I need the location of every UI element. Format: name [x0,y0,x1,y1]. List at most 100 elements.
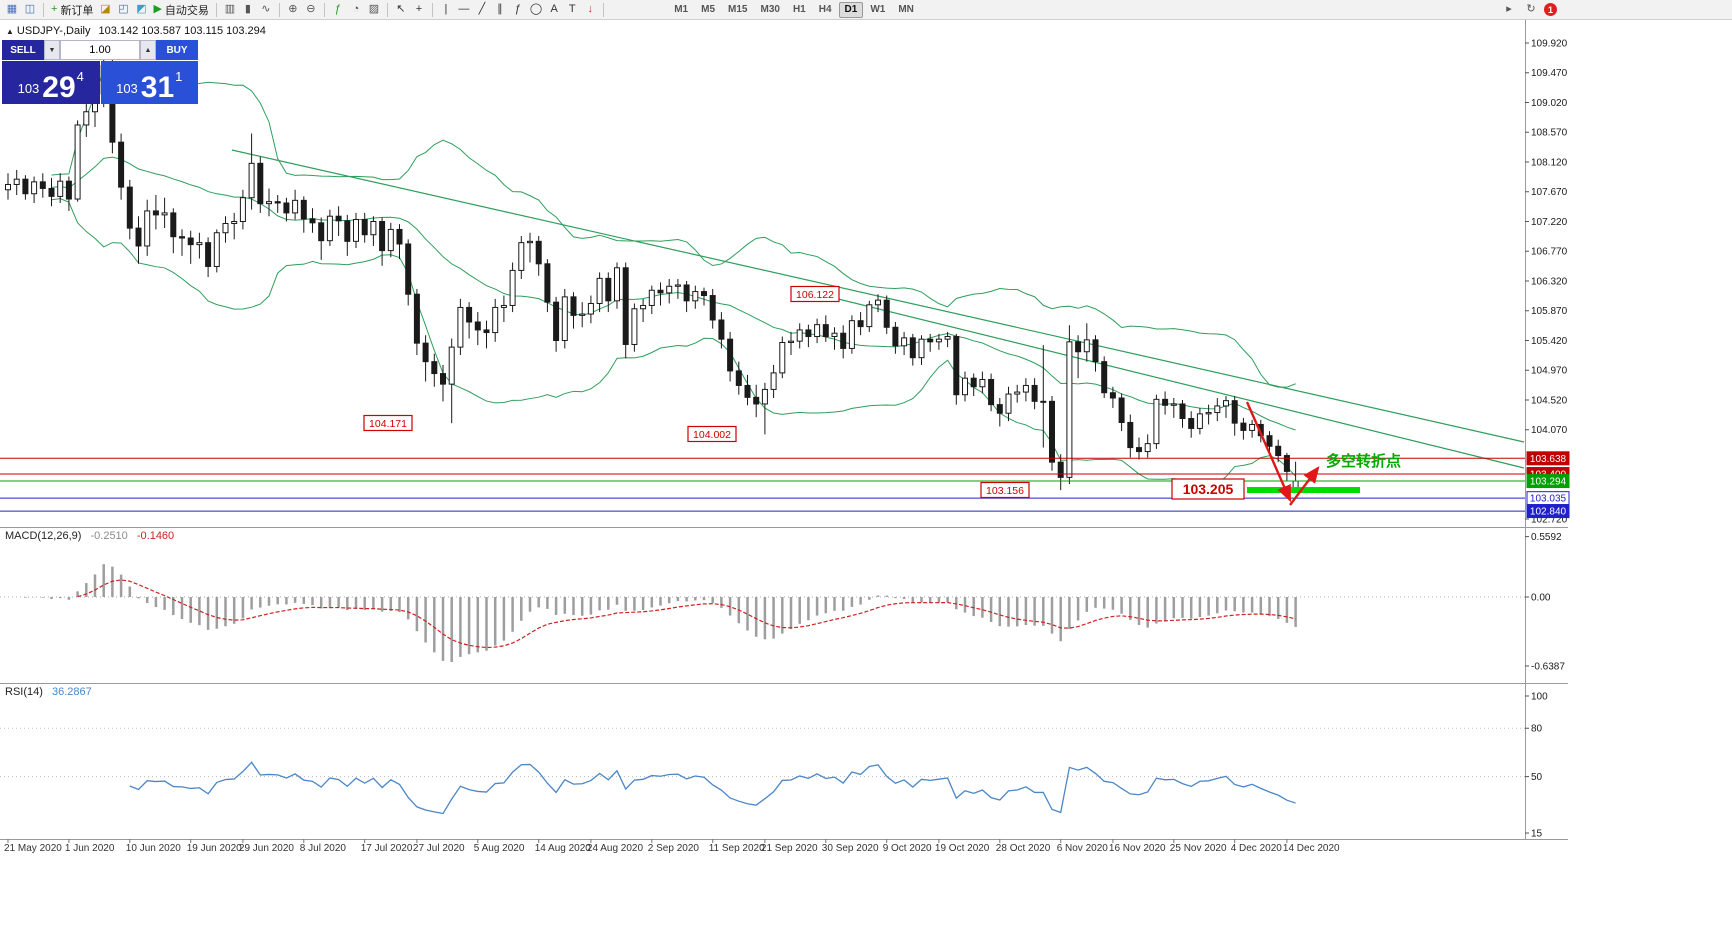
date-axis-label[interactable]: 4 Dec 2020 [1231,843,1283,854]
autotrading-button[interactable]: ▶ 自动交易 [150,1,211,18]
line-chart-icon[interactable]: ∿ [257,1,275,18]
candlestick [527,240,533,244]
toolbar-separator [278,2,280,17]
date-axis-label[interactable]: 28 Oct 2020 [996,843,1051,854]
trendline-icon: ╱ [478,3,486,15]
crosshair-icon[interactable]: + [410,1,428,18]
date-axis-label[interactable]: 14 Dec 2020 [1283,843,1340,854]
date-axis-label[interactable]: 1 Jun 2020 [65,843,115,854]
autotrading-button-label: 自动交易 [164,4,209,17]
channel-icon[interactable]: ∥ [491,1,509,18]
candlestick [57,180,64,197]
text-icon[interactable]: A [545,1,563,18]
price-label-box[interactable] [363,414,413,432]
zoom-in-icon[interactable]: ⊕ [284,1,302,18]
label-icon[interactable]: T [563,1,581,18]
candlestick [561,296,568,341]
candlestick-chart-icon[interactable]: ▮ [239,1,257,18]
timeframe-m1-button[interactable]: M1 [668,2,694,18]
date-axis-label[interactable]: 19 Oct 2020 [935,843,990,854]
sell-price-box[interactable]: 103 29 4 [2,61,100,104]
date-axis-label[interactable]: 21 May 2020 [4,843,62,854]
date-axis-label[interactable]: 19 Jun 2020 [187,843,242,854]
candlestick [74,124,81,200]
date-axis-label[interactable]: 25 Nov 2020 [1170,843,1227,854]
candlestick [1266,435,1273,447]
turning-point-note[interactable]: 多空转折点 [1326,452,1401,470]
volume-increase-button[interactable]: ▲ [140,40,156,60]
trendline-object[interactable] [817,293,1525,469]
scroll-to-end-icon[interactable]: ▸ [1500,1,1518,18]
buy-button[interactable]: BUY [156,40,198,60]
date-axis-label[interactable]: 6 Nov 2020 [1057,843,1109,854]
timeframe-mn-button[interactable]: MN [892,2,920,18]
auto-scroll-icon[interactable]: ↻ [1522,1,1540,18]
date-axis-label[interactable]: 30 Sep 2020 [822,843,879,854]
templates-icon[interactable]: ▨ [365,1,383,18]
toolbar-separator [215,2,217,17]
zoom-out-icon[interactable]: ⊖ [302,1,320,18]
scroll-to-end-icon: ▸ [1506,3,1512,15]
fibonacci-icon[interactable]: ƒ [509,1,527,18]
chart-window-icon[interactable]: ▦ [3,1,21,18]
navigator-icon[interactable]: ◩ [132,1,150,18]
tile-windows-icon[interactable]: ◫ [21,1,39,18]
vertical-line-icon[interactable]: | [437,1,455,18]
candlestick [31,181,38,195]
notification-badge[interactable]: 1 [1544,3,1557,16]
timeframe-h4-button[interactable]: H4 [813,2,838,18]
candlestick [1283,455,1290,472]
timeframe-m5-button[interactable]: M5 [695,2,721,18]
date-axis-label[interactable]: 2 Sep 2020 [648,843,700,854]
date-axis-label[interactable]: 11 Sep 2020 [709,843,765,854]
indicators-icon[interactable]: ƒ [329,1,347,18]
candlestick [701,291,707,297]
one-click-trading-panel: SELL ▼ ▲ BUY 103 29 4 103 31 1 [2,40,198,104]
date-axis-label[interactable]: 16 Nov 2020 [1109,843,1166,854]
date-axis-label[interactable]: 21 Sep 2020 [761,843,818,854]
data-window-icon[interactable]: ◰ [114,1,132,18]
timeframe-m15-button[interactable]: M15 [722,2,753,18]
shapes-icon[interactable]: ◯ [527,1,545,18]
date-axis[interactable]: 21 May 2020 1 Jun 2020 10 Jun 2020 19 Jun 2… [4,839,1340,854]
date-axis-label[interactable]: 10 Jun 2020 [126,843,181,854]
buy-price-pip: 1 [175,69,183,84]
new-order-button[interactable]: + 新订单 [48,1,96,18]
trendline-icon[interactable]: ╱ [473,1,491,18]
buy-price-box[interactable]: 103 31 1 [100,61,198,104]
market-watch-icon[interactable]: ◪ [96,1,114,18]
price-label-box[interactable] [687,425,737,443]
volume-input[interactable] [60,40,140,60]
price-label-box[interactable] [1171,478,1245,500]
candlestick [509,269,516,306]
candlestick [170,212,177,238]
date-axis-label[interactable]: 8 Jul 2020 [300,843,347,854]
price-label-box[interactable] [790,285,840,303]
periods-icon[interactable]: ◔ [347,1,365,18]
bar-chart-icon[interactable]: ▥ [221,1,239,18]
timeframe-m30-button[interactable]: M30 [754,2,785,18]
arrows-icon[interactable]: ↓ [581,1,599,18]
arrow-object[interactable] [1245,401,1292,503]
date-axis-label[interactable]: 24 Aug 2020 [587,843,644,854]
candlestick [39,181,46,189]
volume-decrease-button[interactable]: ▼ [44,40,60,60]
sell-button[interactable]: SELL [2,40,44,60]
arrow-object[interactable] [1289,466,1320,506]
date-axis-label[interactable]: 29 Jun 2020 [239,843,294,854]
candlestick [875,299,881,306]
date-axis-label[interactable]: 17 Jul 2020 [361,843,413,854]
candlestick [674,284,681,287]
timeframe-h1-button[interactable]: H1 [787,2,812,18]
cursor-icon[interactable]: ↖ [392,1,410,18]
price-label-box[interactable] [980,481,1030,499]
horizontal-line-icon[interactable]: — [455,1,473,18]
timeframe-d1-button[interactable]: D1 [838,1,864,18]
price-axis-label: 109.920 [1531,39,1568,50]
date-axis-label[interactable]: 14 Aug 2020 [535,843,592,854]
date-axis-label[interactable]: 27 Jul 2020 [413,843,465,854]
support-zone-object[interactable] [1247,487,1360,493]
timeframe-w1-button[interactable]: W1 [864,2,891,18]
date-axis-label[interactable]: 9 Oct 2020 [883,843,932,854]
date-axis-label[interactable]: 5 Aug 2020 [474,843,525,854]
